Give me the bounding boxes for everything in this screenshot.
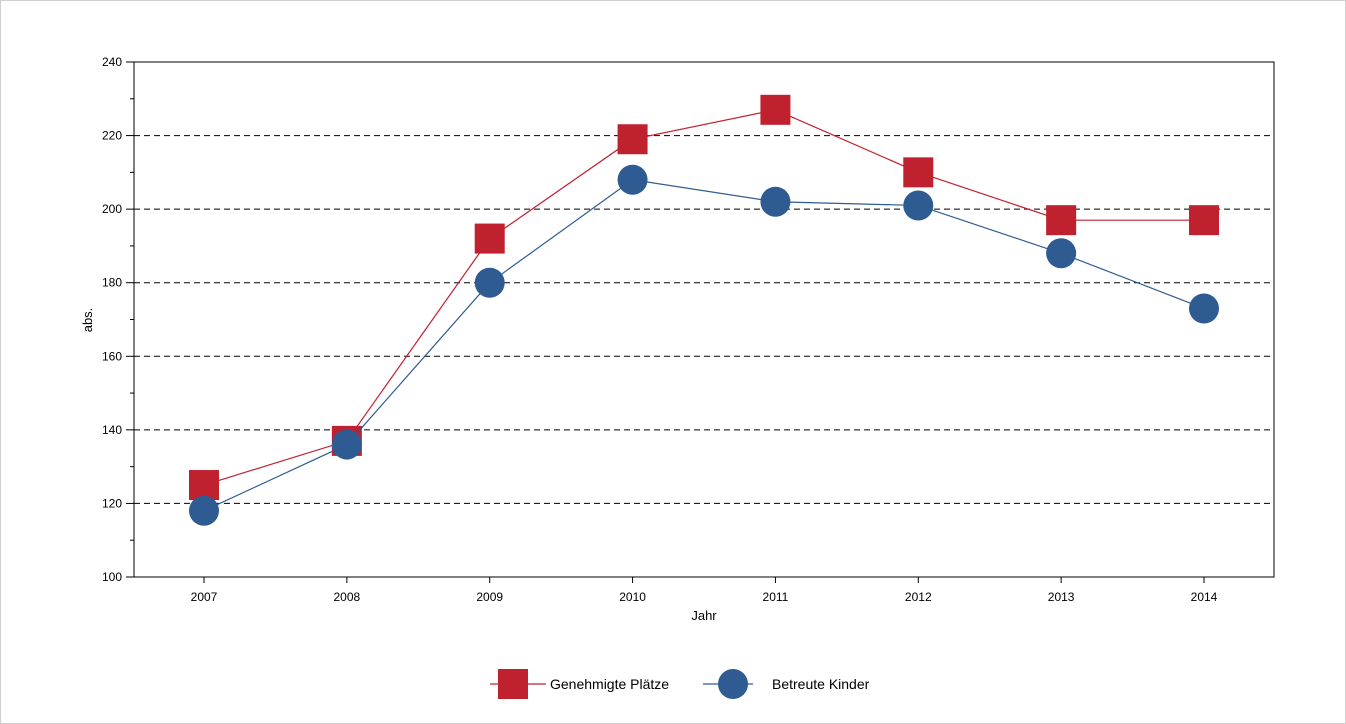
data-point	[1189, 293, 1219, 324]
y-tick-label: 140	[102, 423, 122, 437]
legend-item-2: Betreute Kinder	[703, 669, 870, 699]
series-line	[203, 109, 1204, 486]
y-tick-label: 100	[102, 570, 122, 584]
y-tick-label: 160	[102, 349, 122, 363]
data-point	[760, 186, 791, 217]
legend-item-1: Genehmigte Plätze	[490, 669, 669, 699]
y-axis-title: abs.	[80, 308, 95, 333]
y-tick-label: 200	[102, 202, 122, 216]
x-tick-label: 2013	[1048, 590, 1075, 604]
y-tick-label: 180	[102, 276, 122, 290]
x-tick-label: 2010	[619, 590, 646, 604]
x-tick-label: 2009	[476, 590, 503, 604]
x-tick-label: 2008	[334, 590, 361, 604]
x-axis: 2007 2008 2009 2010 2011 2012 2013 2014	[191, 577, 1218, 604]
series-2	[189, 164, 1219, 526]
data-point	[1189, 205, 1219, 236]
x-tick-label: 2011	[763, 590, 789, 604]
data-point	[189, 470, 219, 501]
data-point	[617, 164, 648, 195]
legend: Genehmigte Plätze Betreute Kinder	[490, 669, 870, 699]
data-point	[760, 94, 791, 125]
data-point	[1046, 238, 1077, 269]
y-tick-label: 240	[102, 55, 122, 69]
y-axis: 100 120 140 160 180 200 220 240	[102, 55, 134, 584]
data-point	[474, 223, 505, 254]
x-tick-label: 2012	[905, 590, 932, 604]
data-point	[331, 429, 362, 460]
data-point	[474, 267, 505, 298]
gridlines	[134, 135, 1274, 504]
legend-label: Betreute Kinder	[772, 676, 870, 692]
legend-marker	[498, 669, 528, 699]
series-group	[189, 94, 1219, 526]
data-point	[1046, 205, 1077, 236]
legend-label: Genehmigte Plätze	[550, 676, 669, 692]
y-tick-label: 120	[102, 496, 122, 510]
legend-marker	[718, 669, 748, 699]
data-point	[903, 157, 934, 188]
x-tick-label: 2007	[191, 590, 218, 604]
plot-area	[133, 61, 1275, 578]
x-axis-title: Jahr	[691, 608, 717, 623]
series-line	[203, 179, 1205, 512]
x-tick-label: 2014	[1191, 590, 1218, 604]
data-point	[617, 124, 648, 155]
y-tick-label: 220	[102, 129, 122, 143]
data-point	[903, 190, 934, 221]
data-point	[189, 495, 219, 526]
